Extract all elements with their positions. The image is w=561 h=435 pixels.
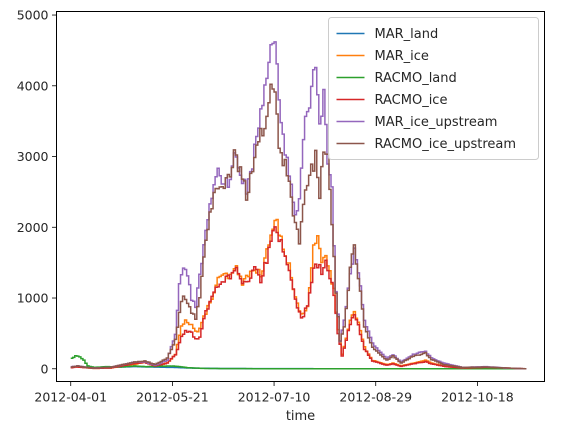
legend-label: MAR_ice_upstream: [375, 115, 498, 130]
x-tick-label: 2012-07-10: [238, 390, 311, 405]
ticks-layer: 0 1000 2000 3000 4000 5000 2012-04-01 2012-05-2…: [17, 8, 514, 405]
y-tick-label: 4000: [17, 78, 49, 93]
x-tick-label: 2012-10-18: [441, 390, 514, 405]
y-tick-label: 5000: [17, 8, 49, 23]
series-line-racmo-land: [70, 355, 527, 370]
x-tick-label: 2012-04-01: [34, 390, 107, 405]
y-tick-label: 3000: [17, 149, 49, 164]
series-line-racmo-ice-upstream: [70, 83, 527, 370]
series-line-racmo-ice: [70, 226, 527, 370]
legend-label: MAR_ice: [375, 49, 429, 64]
legend-label: RACMO_ice_upstream: [375, 137, 517, 152]
x-tick-label: 2012-05-21: [136, 390, 209, 405]
legend-box: [328, 17, 539, 160]
x-tick-label: 2012-08-29: [339, 390, 412, 405]
y-tick-label: 0: [41, 361, 49, 376]
legend: MAR_land MAR_ice RACMO_land RACMO_ice MAR_ic…: [328, 17, 539, 160]
y-tick-label: 1000: [17, 291, 49, 306]
axes-frame: [56, 11, 545, 382]
series-layer: [70, 41, 527, 370]
legend-label: RACMO_land: [375, 71, 457, 86]
legend-label: MAR_land: [375, 27, 439, 42]
legend-label: RACMO_ice: [375, 93, 448, 108]
y-tick-label: 2000: [17, 220, 49, 235]
x-axis-label: time: [286, 409, 315, 424]
